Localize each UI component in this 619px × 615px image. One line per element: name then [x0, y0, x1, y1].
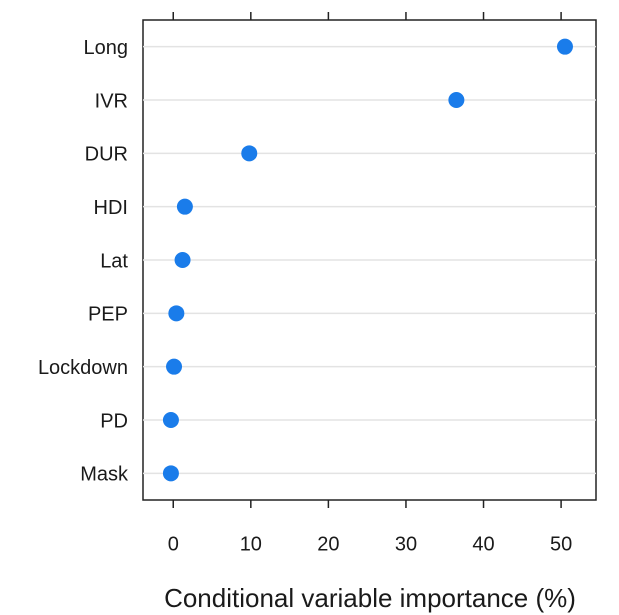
- x-tick-label: 10: [240, 533, 262, 555]
- x-tick-label: 40: [472, 533, 494, 555]
- category-label: Mask: [80, 464, 129, 486]
- dot: [162, 465, 179, 482]
- category-label: IVR: [95, 90, 128, 112]
- category-label: Long: [84, 37, 129, 59]
- x-tick-label: 0: [168, 533, 179, 555]
- x-tick-label: 50: [550, 533, 572, 555]
- category-label: DUR: [85, 144, 128, 166]
- dot: [448, 92, 465, 108]
- x-axis-label: Conditional variable importance (%): [164, 583, 576, 613]
- category-label: PEP: [88, 304, 128, 326]
- dot: [176, 198, 193, 215]
- dot: [168, 305, 185, 322]
- category-label: Lat: [100, 250, 128, 272]
- dot: [162, 412, 179, 428]
- category-label: Lockdown: [38, 357, 128, 379]
- dot: [166, 358, 183, 375]
- x-tick-label: 20: [317, 533, 339, 555]
- category-label: PD: [100, 410, 128, 432]
- dot: [241, 145, 258, 162]
- category-label: HDI: [94, 197, 128, 219]
- x-tick-label: 30: [395, 533, 417, 555]
- dot: [174, 252, 191, 268]
- dot: [556, 38, 573, 55]
